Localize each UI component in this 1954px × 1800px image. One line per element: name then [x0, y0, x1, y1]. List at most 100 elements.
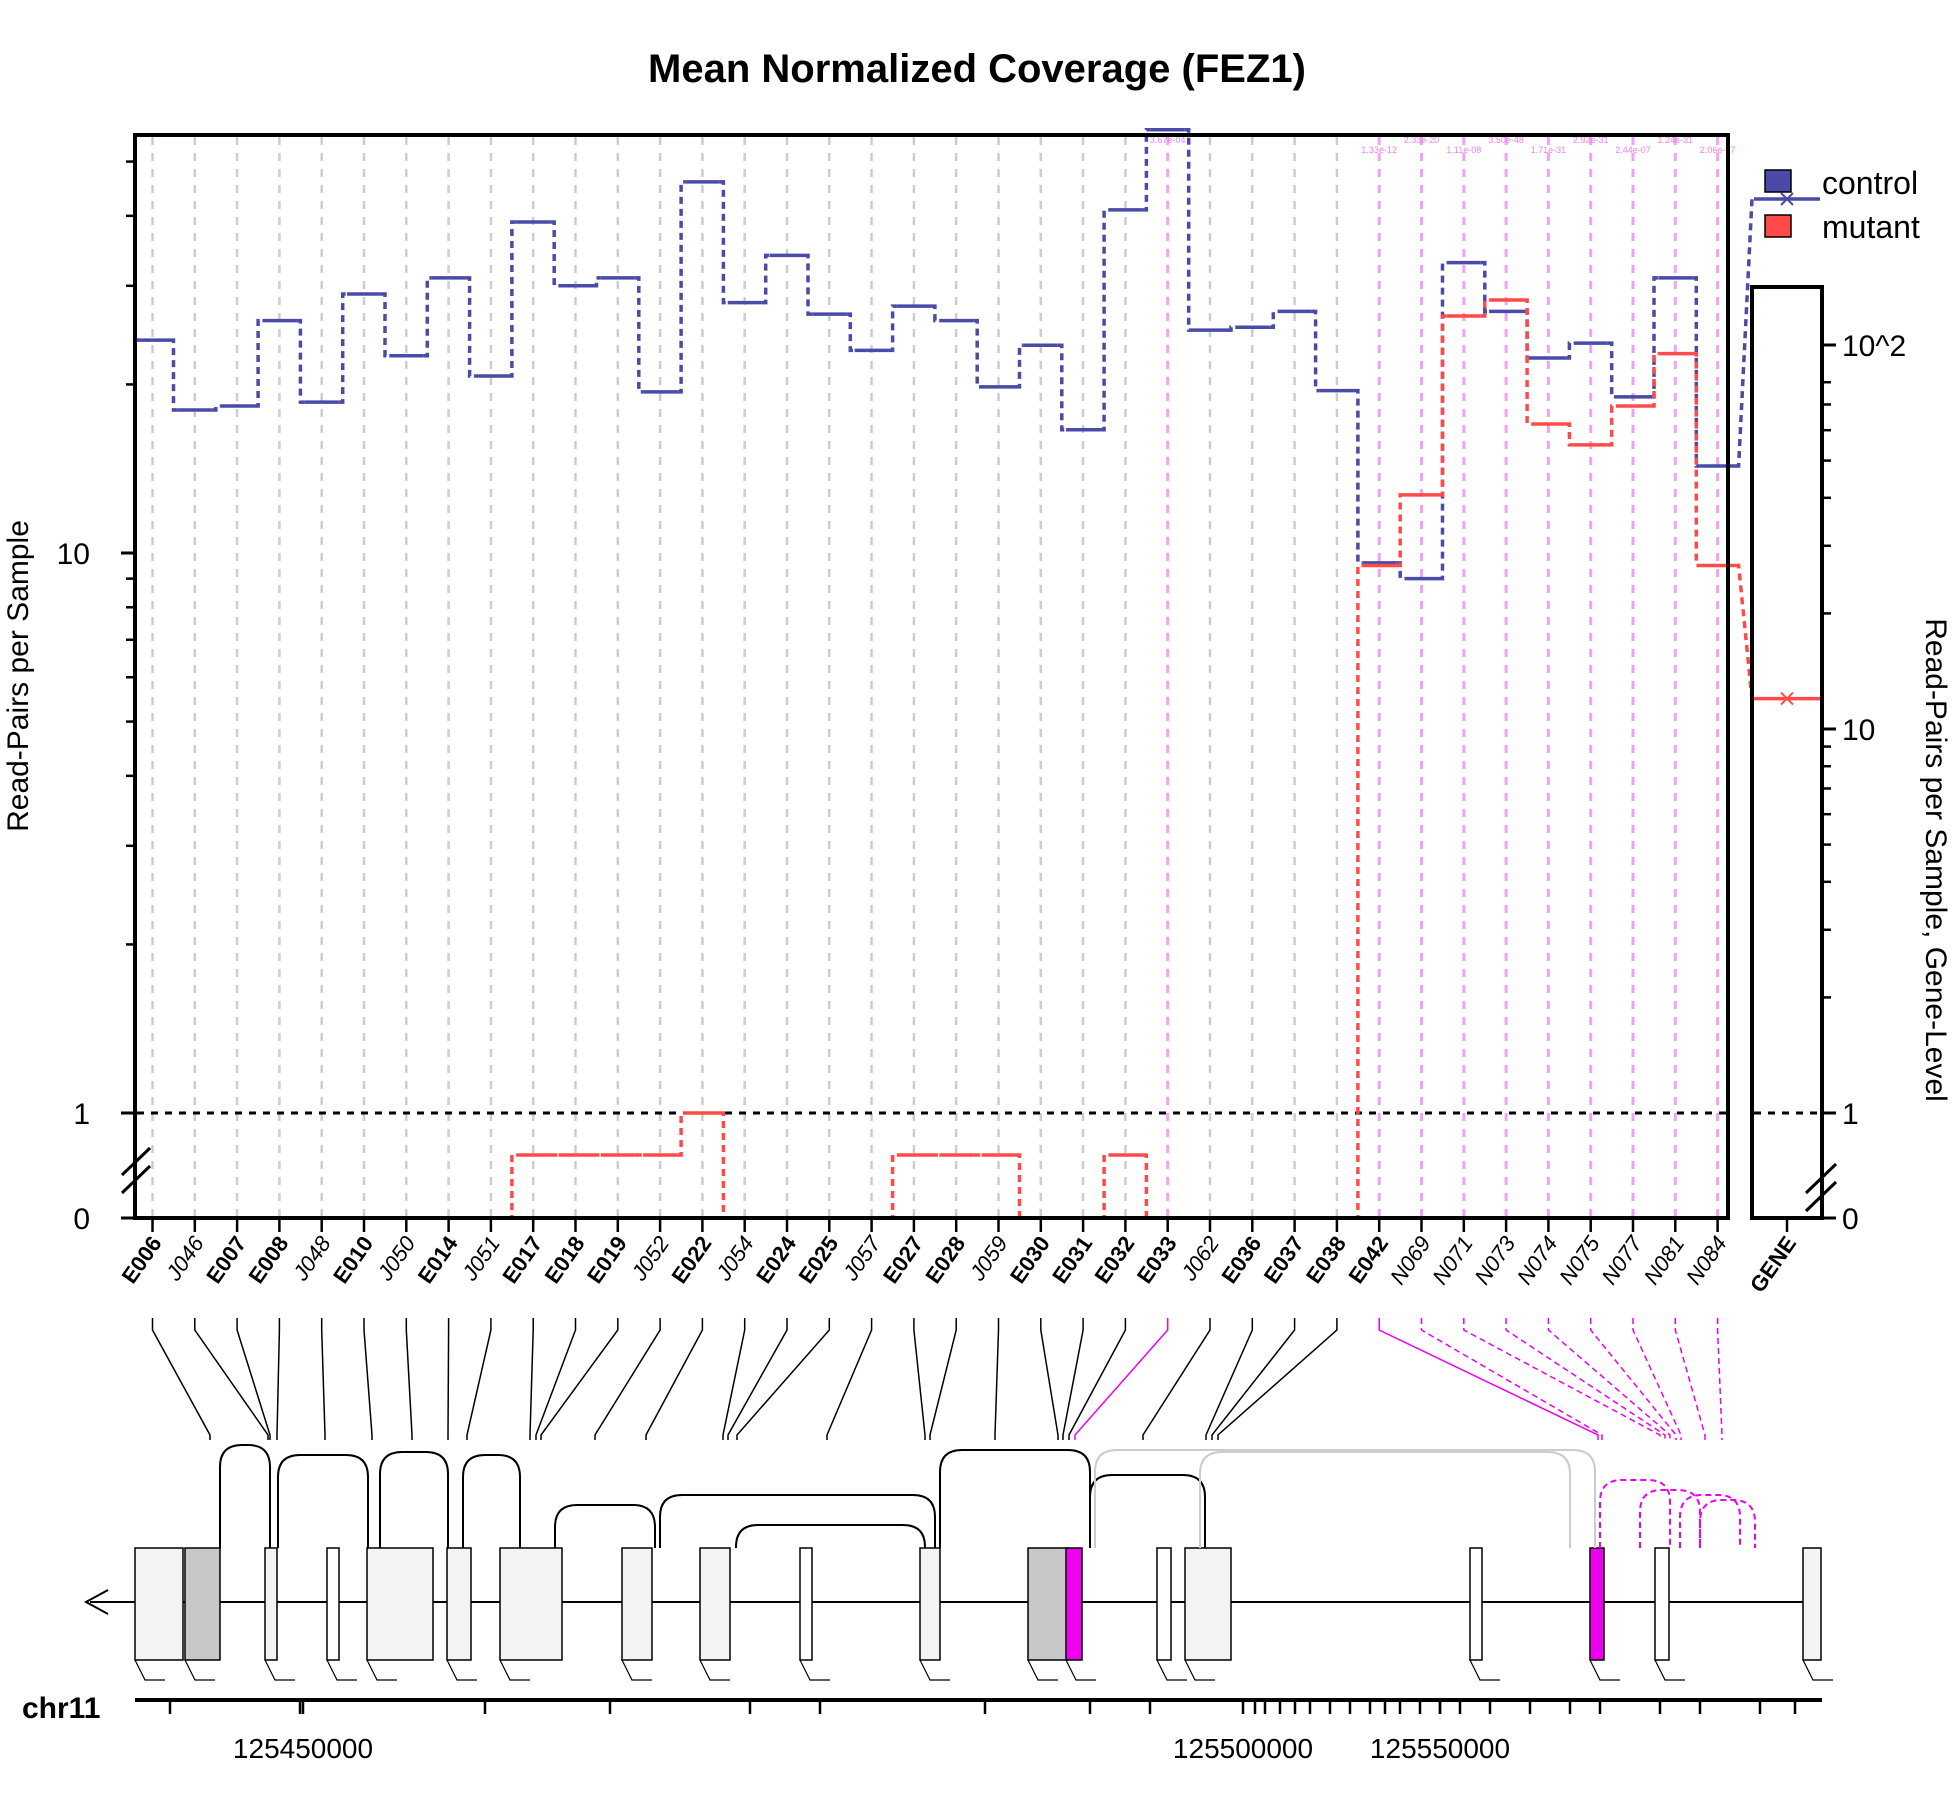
strand-arrow-icon	[83, 1589, 109, 1615]
splice-arc	[219, 1444, 271, 1548]
feature-label-J059: J059	[964, 1232, 1012, 1286]
legend-swatch-control	[1764, 169, 1792, 193]
gene-exon-box	[621, 1547, 653, 1661]
control-step-E022	[719, 180, 728, 305]
control-step-to-gene	[1734, 198, 1754, 468]
connector-E032	[1068, 1318, 1127, 1440]
feature-label-E038: E038	[1301, 1232, 1351, 1288]
feature-label-N081: N081	[1639, 1232, 1690, 1289]
chromosome-label: chr11	[22, 1692, 100, 1725]
genomic-axis: 125450000 125500000 125550000	[135, 1698, 1822, 1764]
gene-exon-foot	[446, 1659, 477, 1681]
pvalue-N077: 2.44e-07	[1615, 145, 1651, 155]
feature-label-N069: N069	[1385, 1232, 1436, 1289]
connector-N081	[1674, 1318, 1706, 1440]
control-step-J062	[1227, 325, 1236, 332]
y-tick-label-10: 10	[57, 538, 90, 571]
main-plot-frame	[133, 133, 1730, 1220]
gene-exon-box	[134, 1547, 184, 1661]
connector-E006	[151, 1318, 211, 1440]
gene-exon-box	[1469, 1547, 1483, 1661]
gene-exon-box	[699, 1547, 731, 1661]
splice-arc	[379, 1451, 449, 1548]
feature-label-N074: N074	[1512, 1232, 1563, 1289]
pvalue-E042: 1.33e-12	[1361, 145, 1397, 155]
y-axis-right-title: Read-Pairs per Sample, Gene-Level	[1919, 618, 1952, 1102]
connector-E030	[1040, 1318, 1059, 1440]
y-right-tick-label-1: 1	[1842, 1098, 1859, 1131]
gene-model	[83, 1444, 1833, 1681]
splice-arc	[1699, 1499, 1756, 1548]
genomic-label-125450000: 125450000	[233, 1733, 373, 1764]
pvalue-N084: 2.06e-07	[1700, 145, 1736, 155]
connector-E022	[645, 1318, 704, 1440]
control-step-J054	[761, 253, 770, 305]
connector-E008	[276, 1318, 281, 1440]
mutant-step-E022	[719, 1111, 728, 1220]
control-step-E025	[846, 312, 855, 353]
gene-exon-foot	[621, 1659, 652, 1681]
connector-J062	[1142, 1318, 1211, 1440]
feature-label-E027: E027	[878, 1232, 928, 1288]
splice-arc	[1639, 1489, 1701, 1548]
mutant-step-N074	[1565, 422, 1574, 447]
gene-exon-foot	[366, 1659, 397, 1681]
y-tick-label-0: 0	[73, 1203, 90, 1236]
gene-exon-foot	[184, 1659, 215, 1681]
axes-layer: 0 1 10 0 1 10 10^2	[57, 135, 1906, 1236]
feature-label-E036: E036	[1216, 1232, 1266, 1288]
mutant-gene-marker	[1780, 691, 1794, 706]
grid-layer: 3.67e-04 1.33e-12 2.33e-20 1.11e-08 3.50e-48…	[151, 135, 1736, 1216]
connector-E010	[363, 1318, 373, 1440]
gene-exon-box	[1156, 1547, 1172, 1661]
feature-label-J051: J051	[457, 1232, 505, 1286]
gene-exon-box	[1802, 1547, 1822, 1661]
feature-label-J046: J046	[160, 1231, 209, 1286]
control-step-E031	[1100, 208, 1109, 432]
feature-label-N084: N084	[1681, 1232, 1732, 1289]
control-step-J046	[211, 404, 221, 412]
connector-E014	[447, 1318, 450, 1440]
control-step-E008	[296, 318, 305, 404]
control-step-E037	[1311, 309, 1320, 393]
feature-label-E018: E018	[540, 1232, 590, 1288]
pvalue-N081: 1.24e-31	[1658, 135, 1694, 145]
gene-exon-foot	[699, 1659, 730, 1681]
control-step-E006	[169, 338, 178, 412]
pvalue-N073: 3.50e-48	[1488, 135, 1524, 145]
control-step-E032	[1142, 127, 1151, 212]
gene-exon-box	[799, 1547, 813, 1661]
control-step-N081	[1692, 276, 1701, 468]
connector-E017	[529, 1318, 534, 1440]
connector-E036	[1205, 1318, 1254, 1440]
control-step-E038	[1353, 388, 1363, 565]
series-layer	[135, 127, 1820, 1220]
connector-E038	[1217, 1318, 1338, 1440]
connector-E033	[1074, 1318, 1169, 1440]
mutant-step-N075	[1607, 404, 1616, 447]
feature-label-E014: E014	[413, 1231, 463, 1288]
connector-E007	[236, 1318, 271, 1440]
splice-arc	[1599, 1479, 1671, 1548]
connector-E024	[727, 1318, 788, 1440]
splice-arc	[939, 1449, 1091, 1548]
feature-label-E033: E033	[1132, 1232, 1182, 1288]
gene-exon-box	[1184, 1547, 1232, 1661]
connector-J046	[194, 1318, 269, 1440]
feature-label-N071: N071	[1427, 1232, 1478, 1289]
control-step-N074	[1565, 341, 1574, 360]
y-right-tick-label-0: 0	[1842, 1203, 1859, 1236]
gene-exon-box	[366, 1547, 434, 1661]
feature-label-J062: J062	[1176, 1232, 1224, 1286]
connector-E027	[913, 1318, 926, 1440]
gene-exon-foot	[499, 1659, 530, 1681]
feature-label-N077: N077	[1596, 1231, 1647, 1289]
feature-label-E006: E006	[117, 1232, 167, 1288]
feature-label-E025: E025	[793, 1232, 843, 1288]
axis-break-left	[120, 1146, 152, 1195]
gene-exon-box	[264, 1547, 278, 1661]
control-step-E014	[465, 276, 474, 378]
mutant-step-N071	[1480, 298, 1490, 318]
control-step-E033	[1184, 127, 1193, 332]
